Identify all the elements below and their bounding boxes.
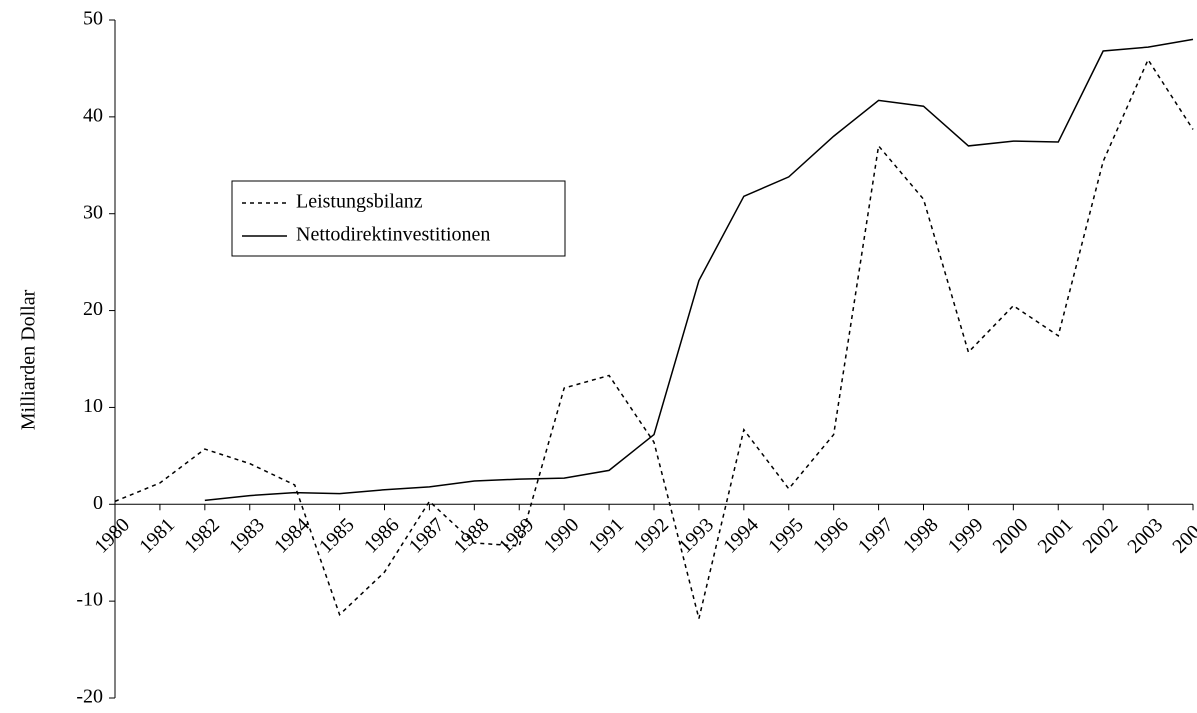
x-tick-label: 1989 bbox=[495, 514, 539, 558]
x-tick-label: 2002 bbox=[1078, 514, 1122, 558]
x-tick-label: 2000 bbox=[989, 514, 1033, 558]
x-tick-label: 1981 bbox=[135, 514, 179, 558]
x-tick-label: 1999 bbox=[944, 514, 988, 558]
legend-box bbox=[231, 180, 566, 257]
x-tick-label: 1996 bbox=[809, 514, 853, 558]
series-line bbox=[204, 38, 1194, 502]
x-tick-label: 1984 bbox=[270, 514, 314, 558]
x-tick-label: 1983 bbox=[225, 514, 269, 558]
x-tick-label: 1982 bbox=[180, 514, 224, 558]
x-tick-label: 2001 bbox=[1034, 514, 1078, 558]
series-line bbox=[114, 58, 1194, 619]
x-tick-label: 1992 bbox=[629, 514, 673, 558]
y-tick-label: 20 bbox=[83, 298, 103, 320]
x-tick-label: 1998 bbox=[899, 514, 943, 558]
x-tick-label: 1988 bbox=[450, 514, 494, 558]
x-tick-label: 1997 bbox=[854, 514, 898, 558]
x-tick-label: 1990 bbox=[539, 514, 583, 558]
y-tick-label: 50 bbox=[83, 8, 103, 30]
x-tick-label: 2004 bbox=[1168, 514, 1197, 558]
y-tick-label: 30 bbox=[83, 201, 103, 223]
x-tick-label: 1980 bbox=[90, 514, 134, 558]
y-axis-label: Milliarden Dollar bbox=[18, 289, 40, 430]
x-tick-label: 1995 bbox=[764, 514, 808, 558]
x-tick-label: 1987 bbox=[405, 514, 449, 558]
y-tick-label: -10 bbox=[76, 589, 103, 611]
y-tick-label: 40 bbox=[83, 104, 103, 126]
legend-label: Nettodirektinvestitionen bbox=[296, 224, 490, 246]
y-tick-label: -20 bbox=[76, 686, 103, 708]
legend-label: Leistungsbilanz bbox=[296, 191, 423, 213]
x-tick-label: 2003 bbox=[1123, 514, 1167, 558]
y-tick-label: 10 bbox=[83, 395, 103, 417]
x-tick-label: 1991 bbox=[584, 514, 628, 558]
x-tick-label: 1985 bbox=[315, 514, 359, 558]
x-tick-label: 1994 bbox=[719, 514, 763, 558]
x-tick-label: 1993 bbox=[674, 514, 718, 558]
y-tick-label: 0 bbox=[93, 492, 103, 514]
